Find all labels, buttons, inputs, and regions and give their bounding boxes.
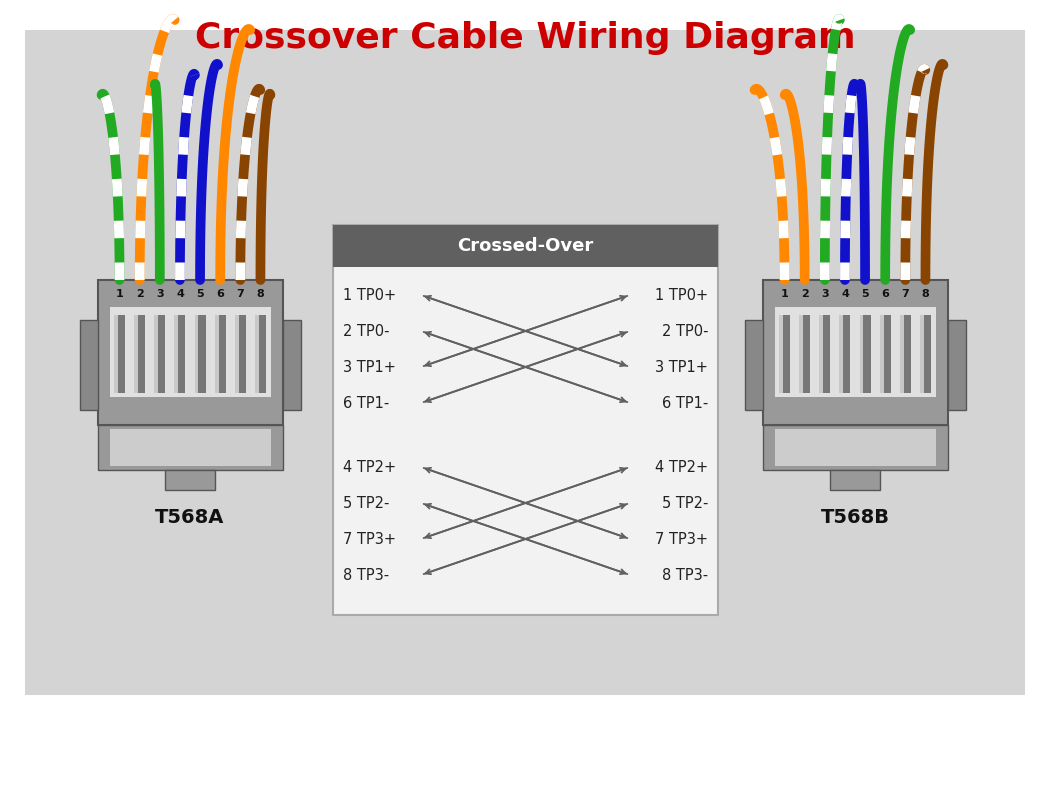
Text: T568B: T568B [820,508,889,527]
Text: 2: 2 [801,289,808,299]
Text: 7 TP3+: 7 TP3+ [655,532,708,547]
Bar [775,429,936,466]
Text: 7: 7 [902,289,909,299]
Bar [98,280,282,425]
Bar [80,320,98,410]
Text: 8 TP3-: 8 TP3- [343,567,390,582]
Bar [779,315,783,393]
Bar [154,315,159,393]
Bar [138,315,145,393]
Bar [238,315,246,393]
Bar [924,315,931,393]
Text: 5 TP2-: 5 TP2- [662,495,708,510]
Bar [799,315,803,393]
Bar [744,320,762,410]
Text: T568A: T568A [155,508,225,527]
Bar [775,307,936,397]
Bar [819,315,823,393]
Text: 3 TP1+: 3 TP1+ [343,359,396,374]
Bar [823,315,831,393]
Bar [900,315,904,393]
Bar [159,315,165,393]
Bar [282,320,300,410]
Bar [880,315,884,393]
Bar [258,315,266,393]
Text: 7: 7 [236,289,245,299]
Bar [178,315,186,393]
Text: 8: 8 [922,289,929,299]
Text: 4 TP2+: 4 TP2+ [343,460,396,475]
Bar [114,315,119,393]
Text: 5: 5 [861,289,869,299]
Bar [235,315,239,393]
Bar [843,315,851,393]
Bar [762,425,947,470]
Bar [333,225,718,615]
Text: 3: 3 [156,289,164,299]
Text: 1 TP0+: 1 TP0+ [655,288,708,303]
Text: 1: 1 [116,289,124,299]
Bar [333,225,718,267]
Bar [165,470,215,490]
Text: 6 TP1-: 6 TP1- [343,396,390,411]
Bar [198,315,206,393]
Bar [839,315,844,393]
Text: 1: 1 [781,289,789,299]
Bar [947,320,966,410]
Text: 6: 6 [881,289,889,299]
Text: 8 TP3-: 8 TP3- [662,567,708,582]
Bar [255,315,259,393]
Text: 4: 4 [841,289,848,299]
Bar [830,470,880,490]
Bar [98,425,282,470]
Bar [920,315,924,393]
Text: 2: 2 [135,289,144,299]
Bar [762,280,947,425]
Bar [783,315,790,393]
Text: 4 TP2+: 4 TP2+ [655,460,708,475]
Text: 2 TP0-: 2 TP0- [343,323,390,338]
Bar [174,315,179,393]
Bar [134,315,139,393]
Bar [109,429,271,466]
Text: 3: 3 [821,289,828,299]
Text: 5: 5 [196,289,204,299]
Bar [118,315,125,393]
Bar [904,315,910,393]
Bar [883,315,890,393]
Text: 3 TP1+: 3 TP1+ [655,359,708,374]
Text: 5 TP2-: 5 TP2- [343,495,390,510]
Text: 4: 4 [176,289,184,299]
Bar [25,30,1025,695]
Bar [109,307,271,397]
Bar [214,315,219,393]
Bar [194,315,198,393]
Bar [863,315,870,393]
Text: Crossed-Over: Crossed-Over [458,237,593,255]
Text: 6: 6 [216,289,224,299]
Bar [860,315,864,393]
Text: 2 TP0-: 2 TP0- [662,323,708,338]
Text: 1 TP0+: 1 TP0+ [343,288,396,303]
Text: 8: 8 [256,289,265,299]
Bar [218,315,226,393]
Bar [803,315,811,393]
Text: Crossover Cable Wiring Diagram: Crossover Cable Wiring Diagram [194,21,856,55]
Text: 6 TP1-: 6 TP1- [662,396,708,411]
Text: 7 TP3+: 7 TP3+ [343,532,396,547]
